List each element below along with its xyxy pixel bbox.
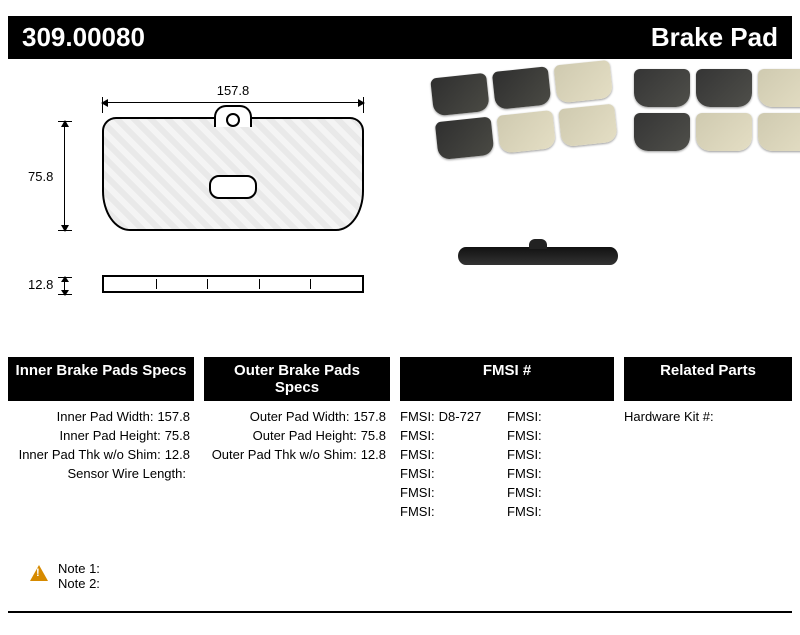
outer-height-label: Outer Pad Height: bbox=[253, 428, 357, 443]
outer-thk-label: Outer Pad Thk w/o Shim: bbox=[212, 447, 357, 462]
pad-diagram: 157.8 75.8 12.8 bbox=[28, 77, 368, 337]
col-header-fmsi: FMSI # bbox=[400, 357, 614, 401]
fmsi-col-right: FMSI: FMSI: FMSI: FMSI: FMSI: FMSI: bbox=[507, 407, 614, 521]
brand-logo bbox=[209, 175, 257, 199]
inner-sensor-label: Sensor Wire Length: bbox=[67, 466, 186, 481]
inner-thk-label: Inner Pad Thk w/o Shim: bbox=[19, 447, 161, 462]
top-area: 157.8 75.8 12.8 bbox=[8, 69, 792, 337]
dimension-height-value: 75.8 bbox=[28, 169, 53, 184]
inner-specs: Inner Pad Width:157.8 Inner Pad Height: 7… bbox=[8, 407, 194, 521]
col-header-related: Related Parts bbox=[624, 357, 792, 401]
page-title: Brake Pad bbox=[651, 22, 778, 53]
col-header-inner: Inner Brake Pads Specs bbox=[8, 357, 194, 401]
pad-photo-set-1 bbox=[430, 60, 618, 160]
pad-edge-view bbox=[102, 275, 364, 293]
diagram-column: 157.8 75.8 12.8 bbox=[8, 69, 418, 337]
photo-column bbox=[418, 69, 792, 337]
outer-height-value: 75.8 bbox=[361, 428, 386, 443]
inner-height-value: 75.8 bbox=[165, 428, 190, 443]
notes: Note 1: Note 2: bbox=[30, 561, 100, 591]
spec-body: Inner Pad Width:157.8 Inner Pad Height:7… bbox=[8, 407, 792, 521]
fmsi-value: D8-727 bbox=[439, 409, 482, 424]
header-bar: 309.00080 Brake Pad bbox=[8, 16, 792, 59]
outer-width-label: Outer Pad Width: bbox=[250, 409, 350, 424]
fmsi-label: FMSI: bbox=[400, 409, 435, 424]
col-header-outer: Outer Brake Pads Specs bbox=[204, 357, 390, 401]
note1-label: Note 1: bbox=[58, 561, 100, 576]
related-parts: Hardware Kit #: bbox=[624, 407, 792, 521]
inner-width-value: 157.8 bbox=[157, 409, 190, 424]
warning-icon bbox=[30, 565, 48, 581]
pad-face-view bbox=[102, 117, 364, 231]
dimension-width-value: 157.8 bbox=[217, 83, 250, 98]
pad-photo-edge bbox=[458, 247, 618, 265]
fmsi-list: FMSI: D8-727 FMSI: FMSI: FMSI: FMSI: FMSI… bbox=[400, 407, 614, 521]
inner-thk-value: 12.8 bbox=[165, 447, 190, 462]
inner-height-label: Inner Pad Height: bbox=[60, 428, 161, 443]
spec-header-row: Inner Brake Pads Specs Outer Brake Pads … bbox=[8, 357, 792, 401]
bottom-rule bbox=[8, 611, 792, 613]
part-number: 309.00080 bbox=[22, 22, 145, 53]
note2-label: Note 2: bbox=[58, 576, 100, 591]
hardware-kit-label: Hardware Kit #: bbox=[624, 409, 714, 424]
dimension-thickness-value: 12.8 bbox=[28, 277, 53, 292]
inner-width-label: Inner Pad Width: bbox=[57, 409, 154, 424]
outer-specs: Outer Pad Width:157.8 Outer Pad Height: 7… bbox=[204, 407, 390, 521]
outer-thk-value: 12.8 bbox=[361, 447, 386, 462]
outer-width-value: 157.8 bbox=[353, 409, 386, 424]
dimension-width: 157.8 bbox=[102, 83, 364, 103]
fmsi-col-left: FMSI:D8-727 FMSI: FMSI: FMSI: FMSI: FMSI… bbox=[400, 407, 507, 521]
pad-photo-set-2 bbox=[634, 69, 800, 151]
